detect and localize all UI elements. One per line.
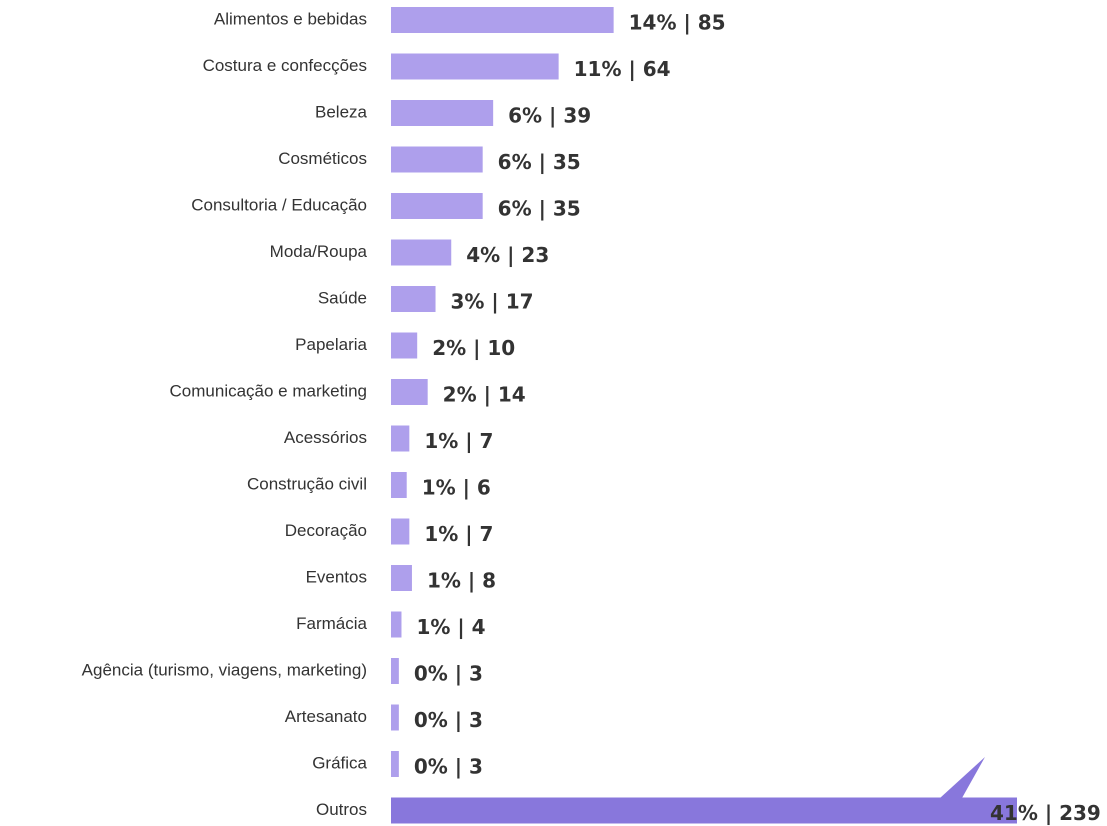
category-label: Moda/Roupa bbox=[270, 242, 368, 261]
category-label: Costura e confecções bbox=[203, 56, 367, 75]
bar bbox=[391, 146, 483, 173]
bar bbox=[391, 7, 614, 33]
category-label: Farmácia bbox=[296, 614, 367, 633]
category-label: Comunicação e marketing bbox=[170, 381, 367, 400]
category-label: Eventos bbox=[306, 567, 367, 586]
category-label: Artesanato bbox=[285, 707, 367, 726]
bar bbox=[391, 751, 399, 777]
bar bbox=[391, 518, 410, 545]
value-label: 0% | 3 bbox=[414, 755, 483, 779]
category-label: Cosméticos bbox=[278, 149, 367, 168]
category-label: Papelaria bbox=[295, 335, 367, 354]
category-label: Gráfica bbox=[312, 753, 367, 772]
value-label: 1% | 4 bbox=[416, 615, 485, 639]
category-label: Beleza bbox=[315, 102, 368, 121]
category-label: Alimentos e bebidas bbox=[214, 9, 367, 28]
value-label: 3% | 17 bbox=[451, 290, 534, 314]
bar bbox=[391, 797, 1017, 824]
callout-pointer bbox=[940, 757, 985, 798]
category-label: Consultoria / Educação bbox=[191, 195, 367, 214]
bar bbox=[391, 565, 412, 591]
category-label: Acessórios bbox=[284, 428, 367, 447]
bar bbox=[391, 286, 436, 312]
bar bbox=[391, 472, 407, 498]
category-label: Outros bbox=[316, 800, 367, 819]
value-label: 4% | 23 bbox=[466, 243, 549, 267]
value-label: 2% | 10 bbox=[432, 336, 515, 360]
value-label: 1% | 8 bbox=[427, 569, 496, 593]
bar bbox=[391, 611, 402, 638]
bar bbox=[391, 425, 410, 452]
value-label: 11% | 64 bbox=[574, 57, 671, 81]
value-label: 1% | 7 bbox=[424, 429, 493, 453]
bar bbox=[391, 100, 494, 126]
bar bbox=[391, 379, 428, 405]
value-label: 41% | 239 bbox=[990, 801, 1101, 825]
bar bbox=[391, 239, 452, 266]
bar bbox=[391, 658, 399, 684]
bar bbox=[391, 332, 418, 359]
bar bbox=[391, 53, 559, 80]
category-label: Agência (turismo, viagens, marketing) bbox=[82, 660, 367, 679]
value-label: 1% | 7 bbox=[424, 522, 493, 546]
category-label: Construção civil bbox=[247, 474, 367, 493]
value-label: 0% | 3 bbox=[414, 708, 483, 732]
value-label: 0% | 3 bbox=[414, 662, 483, 686]
value-label: 6% | 35 bbox=[498, 197, 581, 221]
category-label: Decoração bbox=[285, 521, 367, 540]
bar bbox=[391, 193, 483, 219]
value-label: 2% | 14 bbox=[443, 383, 526, 407]
value-label: 6% | 35 bbox=[498, 150, 581, 174]
value-label: 1% | 6 bbox=[422, 476, 491, 500]
value-label: 6% | 39 bbox=[508, 104, 591, 128]
value-label: 14% | 85 bbox=[629, 11, 726, 35]
category-label: Saúde bbox=[318, 288, 367, 307]
bar bbox=[391, 704, 399, 731]
